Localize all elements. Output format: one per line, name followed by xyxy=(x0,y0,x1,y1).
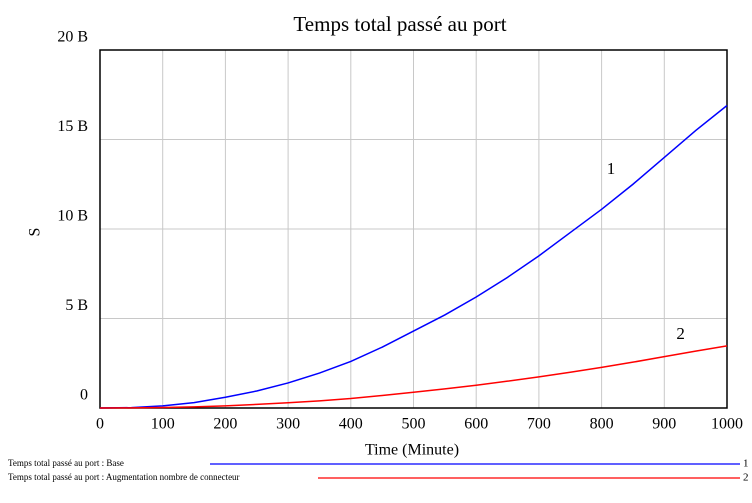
x-tick-label: 900 xyxy=(652,416,676,433)
x-tick-label: 600 xyxy=(464,416,488,433)
y-tick-label: 10 B xyxy=(57,208,88,225)
legend-number: 2 xyxy=(743,472,749,484)
chart-title: Temps total passé au port xyxy=(293,12,506,36)
legend-label: Temps total passé au port : Augmentation… xyxy=(8,472,240,482)
x-tick-label: 100 xyxy=(151,416,175,433)
y-tick-label: 20 B xyxy=(57,29,88,46)
x-tick-label: 500 xyxy=(402,416,426,433)
y-tick-label: 15 B xyxy=(57,118,88,135)
line-series xyxy=(99,104,728,409)
x-tick-label: 1000 xyxy=(711,416,743,433)
x-tick-label: 800 xyxy=(590,416,614,433)
series-label: 2 xyxy=(676,324,685,343)
y-tick-label: 5 B xyxy=(65,297,88,314)
line-series xyxy=(99,345,728,409)
y-axis-label: S xyxy=(27,228,44,237)
x-tick-label: 0 xyxy=(96,416,104,433)
y-tick-label: 0 xyxy=(80,387,88,404)
x-tick-label: 300 xyxy=(276,416,300,433)
x-tick-label: 700 xyxy=(527,416,551,433)
legend-number: 1 xyxy=(743,458,749,470)
x-tick-label: 200 xyxy=(213,416,237,433)
legend-label: Temps total passé au port : Base xyxy=(8,458,124,468)
series-label: 1 xyxy=(607,159,616,178)
x-axis-label: Time (Minute) xyxy=(365,442,459,459)
x-tick-label: 400 xyxy=(339,416,363,433)
plot-frame xyxy=(99,49,728,409)
